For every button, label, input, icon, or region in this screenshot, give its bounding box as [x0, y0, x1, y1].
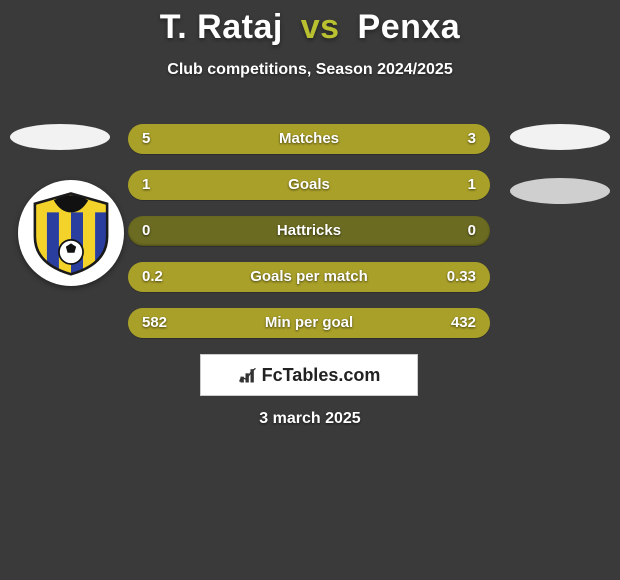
- player2-name: Penxa: [358, 8, 461, 46]
- stat-label: Goals: [128, 170, 490, 200]
- stat-label: Matches: [128, 124, 490, 154]
- stat-bars: 53Matches 11Goals 00Hattricks 0.20.33Goals …: [128, 124, 490, 354]
- bar-chart-icon: [238, 365, 258, 385]
- stat-row: 582432Min per goal: [128, 308, 490, 338]
- sfc-opava-crest-icon: [28, 190, 114, 276]
- stat-label: Goals per match: [128, 262, 490, 292]
- comparison-title: T. Rataj vs Penxa: [0, 0, 620, 47]
- stat-row: 00Hattricks: [128, 216, 490, 246]
- stat-label: Hattricks: [128, 216, 490, 246]
- fctables-logo[interactable]: FcTables.com: [200, 354, 418, 396]
- stat-row: 53Matches: [128, 124, 490, 154]
- generated-date: 3 march 2025: [0, 410, 620, 428]
- fctables-logo-text: FcTables.com: [262, 365, 381, 386]
- player2-club-placeholder2: [510, 178, 610, 204]
- player1-name: T. Rataj: [160, 8, 283, 46]
- vs-label: vs: [301, 8, 340, 46]
- stat-label: Min per goal: [128, 308, 490, 338]
- player1-club-badge: [18, 180, 124, 286]
- subtitle: Club competitions, Season 2024/2025: [0, 61, 620, 79]
- player2-club-placeholder: [510, 124, 610, 150]
- player1-club-placeholder: [10, 124, 110, 150]
- stat-row: 11Goals: [128, 170, 490, 200]
- stat-row: 0.20.33Goals per match: [128, 262, 490, 292]
